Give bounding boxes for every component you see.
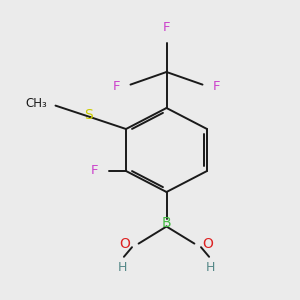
Text: F: F <box>212 80 220 93</box>
Text: H: H <box>118 261 127 274</box>
Text: F: F <box>91 164 98 177</box>
Text: CH₃: CH₃ <box>26 97 47 110</box>
Text: H: H <box>206 261 215 274</box>
Text: F: F <box>163 21 170 34</box>
Text: S: S <box>84 108 93 122</box>
Text: B: B <box>162 216 171 230</box>
Text: O: O <box>202 237 213 251</box>
Text: O: O <box>120 237 130 251</box>
Text: F: F <box>113 80 121 93</box>
